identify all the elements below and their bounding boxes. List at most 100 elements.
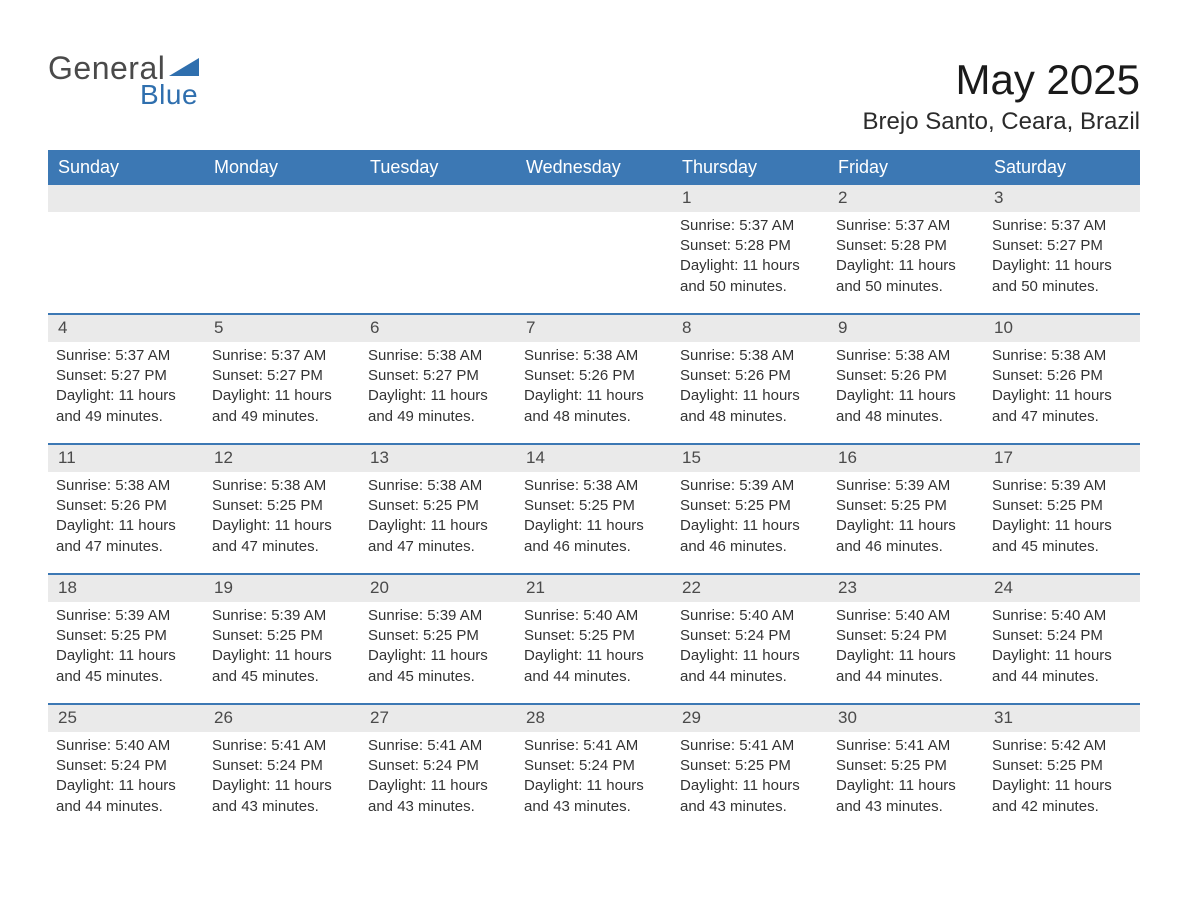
day-cell: 6Sunrise: 5:38 AMSunset: 5:27 PMDaylight… — [360, 315, 516, 443]
day-cell: 31Sunrise: 5:42 AMSunset: 5:25 PMDayligh… — [984, 705, 1140, 833]
day-number: 19 — [204, 575, 360, 602]
day-cell: 13Sunrise: 5:38 AMSunset: 5:25 PMDayligh… — [360, 445, 516, 573]
day-sunset: Sunset: 5:25 PM — [992, 496, 1132, 516]
day-cell: 23Sunrise: 5:40 AMSunset: 5:24 PMDayligh… — [828, 575, 984, 703]
day-cell — [48, 185, 204, 313]
day-sunset: Sunset: 5:25 PM — [212, 496, 352, 516]
day-dl2: and 47 minutes. — [56, 537, 196, 557]
day-sunrise: Sunrise: 5:37 AM — [212, 346, 352, 366]
day-sunset: Sunset: 5:24 PM — [212, 756, 352, 776]
day-cell: 9Sunrise: 5:38 AMSunset: 5:26 PMDaylight… — [828, 315, 984, 443]
day-dl1: Daylight: 11 hours — [836, 386, 976, 406]
day-cell — [516, 185, 672, 313]
brand-logo: General Blue — [48, 50, 199, 111]
day-sunrise: Sunrise: 5:40 AM — [524, 606, 664, 626]
day-sunrise: Sunrise: 5:40 AM — [680, 606, 820, 626]
day-dl2: and 45 minutes. — [56, 667, 196, 687]
day-sunrise: Sunrise: 5:38 AM — [680, 346, 820, 366]
day-sunset: Sunset: 5:25 PM — [212, 626, 352, 646]
day-dl2: and 49 minutes. — [56, 407, 196, 427]
day-sunrise: Sunrise: 5:38 AM — [524, 476, 664, 496]
day-number: 10 — [984, 315, 1140, 342]
calendar-grid: Sunday Monday Tuesday Wednesday Thursday… — [48, 150, 1140, 833]
day-sunset: Sunset: 5:27 PM — [212, 366, 352, 386]
day-sunrise: Sunrise: 5:39 AM — [680, 476, 820, 496]
day-dl1: Daylight: 11 hours — [992, 516, 1132, 536]
day-cell: 19 Sunrise: 5:39 AMSunset: 5:25 PMDayligh… — [204, 575, 360, 703]
day-number: 26 — [204, 705, 360, 732]
day-sunset: Sunset: 5:26 PM — [992, 366, 1132, 386]
day-sunrise: Sunrise: 5:41 AM — [212, 736, 352, 756]
day-dl2: and 42 minutes. — [992, 797, 1132, 817]
day-sunrise: Sunrise: 5:38 AM — [992, 346, 1132, 366]
day-sunrise: Sunrise: 5:41 AM — [524, 736, 664, 756]
day-number: 3 — [984, 185, 1140, 212]
day-dl1: Daylight: 11 hours — [56, 386, 196, 406]
day-sunset: Sunset: 5:27 PM — [56, 366, 196, 386]
day-number: 15 — [672, 445, 828, 472]
day-number: 9 — [828, 315, 984, 342]
day-dl1: Daylight: 11 hours — [212, 386, 352, 406]
day-dl2: and 49 minutes. — [212, 407, 352, 427]
day-sunrise: Sunrise: 5:38 AM — [836, 346, 976, 366]
day-sunset: Sunset: 5:25 PM — [680, 756, 820, 776]
day-dl2: and 47 minutes. — [368, 537, 508, 557]
logo-word-blue: Blue — [140, 79, 199, 111]
day-dl2: and 43 minutes. — [836, 797, 976, 817]
day-dl1: Daylight: 11 hours — [836, 516, 976, 536]
week-row: 25Sunrise: 5:40 AMSunset: 5:24 PMDayligh… — [48, 703, 1140, 833]
day-cell: 2Sunrise: 5:37 AMSunset: 5:28 PMDaylight… — [828, 185, 984, 313]
day-number: 4 — [48, 315, 204, 342]
day-dl1: Daylight: 11 hours — [524, 646, 664, 666]
day-dl1: Daylight: 11 hours — [212, 776, 352, 796]
day-dl2: and 50 minutes. — [836, 277, 976, 297]
day-cell: 14Sunrise: 5:38 AMSunset: 5:25 PMDayligh… — [516, 445, 672, 573]
day-number: 8 — [672, 315, 828, 342]
day-sunrise: Sunrise: 5:39 AM — [368, 606, 508, 626]
day-cell — [204, 185, 360, 313]
day-cell: 3Sunrise: 5:37 AMSunset: 5:27 PMDaylight… — [984, 185, 1140, 313]
day-number: 6 — [360, 315, 516, 342]
day-cell: 25Sunrise: 5:40 AMSunset: 5:24 PMDayligh… — [48, 705, 204, 833]
day-number — [48, 185, 204, 212]
day-cell: 24Sunrise: 5:40 AMSunset: 5:24 PMDayligh… — [984, 575, 1140, 703]
day-dl1: Daylight: 11 hours — [368, 776, 508, 796]
day-cell: 10Sunrise: 5:38 AMSunset: 5:26 PMDayligh… — [984, 315, 1140, 443]
day-dl2: and 45 minutes. — [368, 667, 508, 687]
day-dl1: Daylight: 11 hours — [368, 516, 508, 536]
day-sunset: Sunset: 5:24 PM — [836, 626, 976, 646]
day-sunset: Sunset: 5:25 PM — [836, 496, 976, 516]
day-number: 30 — [828, 705, 984, 732]
day-dl2: and 43 minutes. — [368, 797, 508, 817]
day-sunset: Sunset: 5:27 PM — [368, 366, 508, 386]
day-number — [516, 185, 672, 212]
day-cell: 1Sunrise: 5:37 AMSunset: 5:28 PMDaylight… — [672, 185, 828, 313]
day-number: 14 — [516, 445, 672, 472]
day-dl2: and 50 minutes. — [680, 277, 820, 297]
day-sunset: Sunset: 5:25 PM — [680, 496, 820, 516]
calendar-page: General Blue May 2025 Brejo Santo, Ceara… — [0, 0, 1188, 918]
day-dl1: Daylight: 11 hours — [56, 516, 196, 536]
day-dl2: and 44 minutes. — [836, 667, 976, 687]
day-sunset: Sunset: 5:25 PM — [992, 756, 1132, 776]
day-sunrise: Sunrise: 5:37 AM — [56, 346, 196, 366]
day-dl1: Daylight: 11 hours — [680, 776, 820, 796]
day-dl1: Daylight: 11 hours — [56, 646, 196, 666]
week-row: 4Sunrise: 5:37 AMSunset: 5:27 PMDaylight… — [48, 313, 1140, 443]
day-dl2: and 44 minutes. — [56, 797, 196, 817]
day-dl2: and 46 minutes. — [680, 537, 820, 557]
day-sunrise: Sunrise: 5:39 AM — [212, 606, 352, 626]
day-dl2: and 45 minutes. — [212, 667, 352, 687]
day-number: 18 — [48, 575, 204, 602]
day-dl1: Daylight: 11 hours — [368, 646, 508, 666]
day-sunset: Sunset: 5:25 PM — [368, 496, 508, 516]
dow-wednesday: Wednesday — [516, 150, 672, 185]
day-cell: 12Sunrise: 5:38 AMSunset: 5:25 PMDayligh… — [204, 445, 360, 573]
day-sunset: Sunset: 5:24 PM — [524, 756, 664, 776]
day-number: 5 — [204, 315, 360, 342]
day-sunset: Sunset: 5:27 PM — [992, 236, 1132, 256]
day-dl1: Daylight: 11 hours — [836, 646, 976, 666]
day-sunset: Sunset: 5:25 PM — [56, 626, 196, 646]
day-dl1: Daylight: 11 hours — [212, 646, 352, 666]
day-dl2: and 44 minutes. — [524, 667, 664, 687]
